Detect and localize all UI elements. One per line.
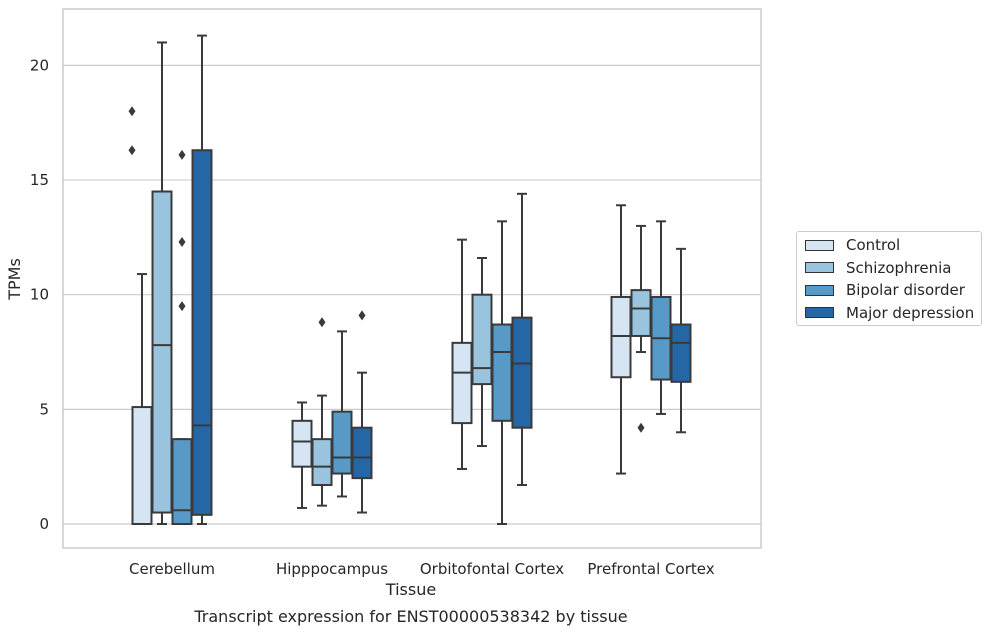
legend-label: Control	[846, 236, 901, 254]
box	[610, 295, 632, 379]
x-tick-labels: Cerebellum Hipppocampus Orbitofontal Corte…	[129, 560, 715, 578]
box	[191, 149, 213, 516]
box	[311, 438, 333, 487]
legend-item: Control	[805, 235, 900, 255]
y-tick-label: 20	[30, 56, 49, 74]
box	[471, 293, 493, 386]
outlier-point	[178, 301, 186, 312]
box	[331, 410, 353, 475]
box	[451, 341, 473, 425]
outlier-point	[358, 310, 366, 321]
legend-swatch	[805, 239, 834, 251]
y-tick-label: 0	[39, 515, 49, 533]
legend-swatch	[805, 284, 834, 296]
outlier-point	[637, 422, 645, 433]
y-axis-label: TPMs	[5, 258, 24, 301]
box	[151, 190, 173, 514]
chart-title: Transcript expression for ENST0000053834…	[193, 607, 627, 626]
x-axis-label: Tissue	[385, 580, 436, 599]
outlier-point	[128, 145, 136, 156]
outlier-point	[178, 236, 186, 247]
box	[171, 438, 193, 525]
legend: Control Schizophrenia Bipolar disorder Majo…	[796, 231, 982, 326]
x-tick-label: Hipppocampus	[276, 560, 388, 578]
box	[131, 406, 153, 526]
legend-item: Major depression	[805, 303, 974, 323]
outlier-point	[318, 317, 326, 328]
box-series	[128, 34, 692, 526]
outlier-point	[178, 149, 186, 160]
legend-swatch	[805, 262, 834, 273]
box	[291, 419, 313, 468]
box	[670, 323, 692, 383]
legend-label: Major depression	[846, 303, 975, 322]
box	[630, 289, 652, 337]
y-tick-label: 5	[39, 400, 49, 418]
box	[351, 426, 373, 480]
box	[511, 316, 533, 429]
box	[491, 323, 513, 422]
y-tick-label: 15	[30, 171, 49, 189]
legend-label: Bipolar disorder	[846, 281, 965, 299]
legend-label: Schizophrenia	[846, 258, 952, 277]
x-tick-label: Prefrontal Cortex	[587, 560, 714, 578]
y-tick-label: 10	[30, 286, 49, 304]
plot-frame	[62, 8, 762, 549]
legend-item: Schizophrenia	[805, 258, 951, 278]
outlier-point	[128, 106, 136, 117]
legend-item: Bipolar disorder	[805, 280, 965, 300]
grid-lines	[63, 64, 761, 525]
x-tick-label: Cerebellum	[129, 560, 215, 578]
x-tick-label: Orbitofontal Cortex	[420, 560, 564, 578]
legend-swatch	[805, 307, 834, 318]
y-tick-labels: 0 5 10 15 20	[30, 56, 49, 533]
